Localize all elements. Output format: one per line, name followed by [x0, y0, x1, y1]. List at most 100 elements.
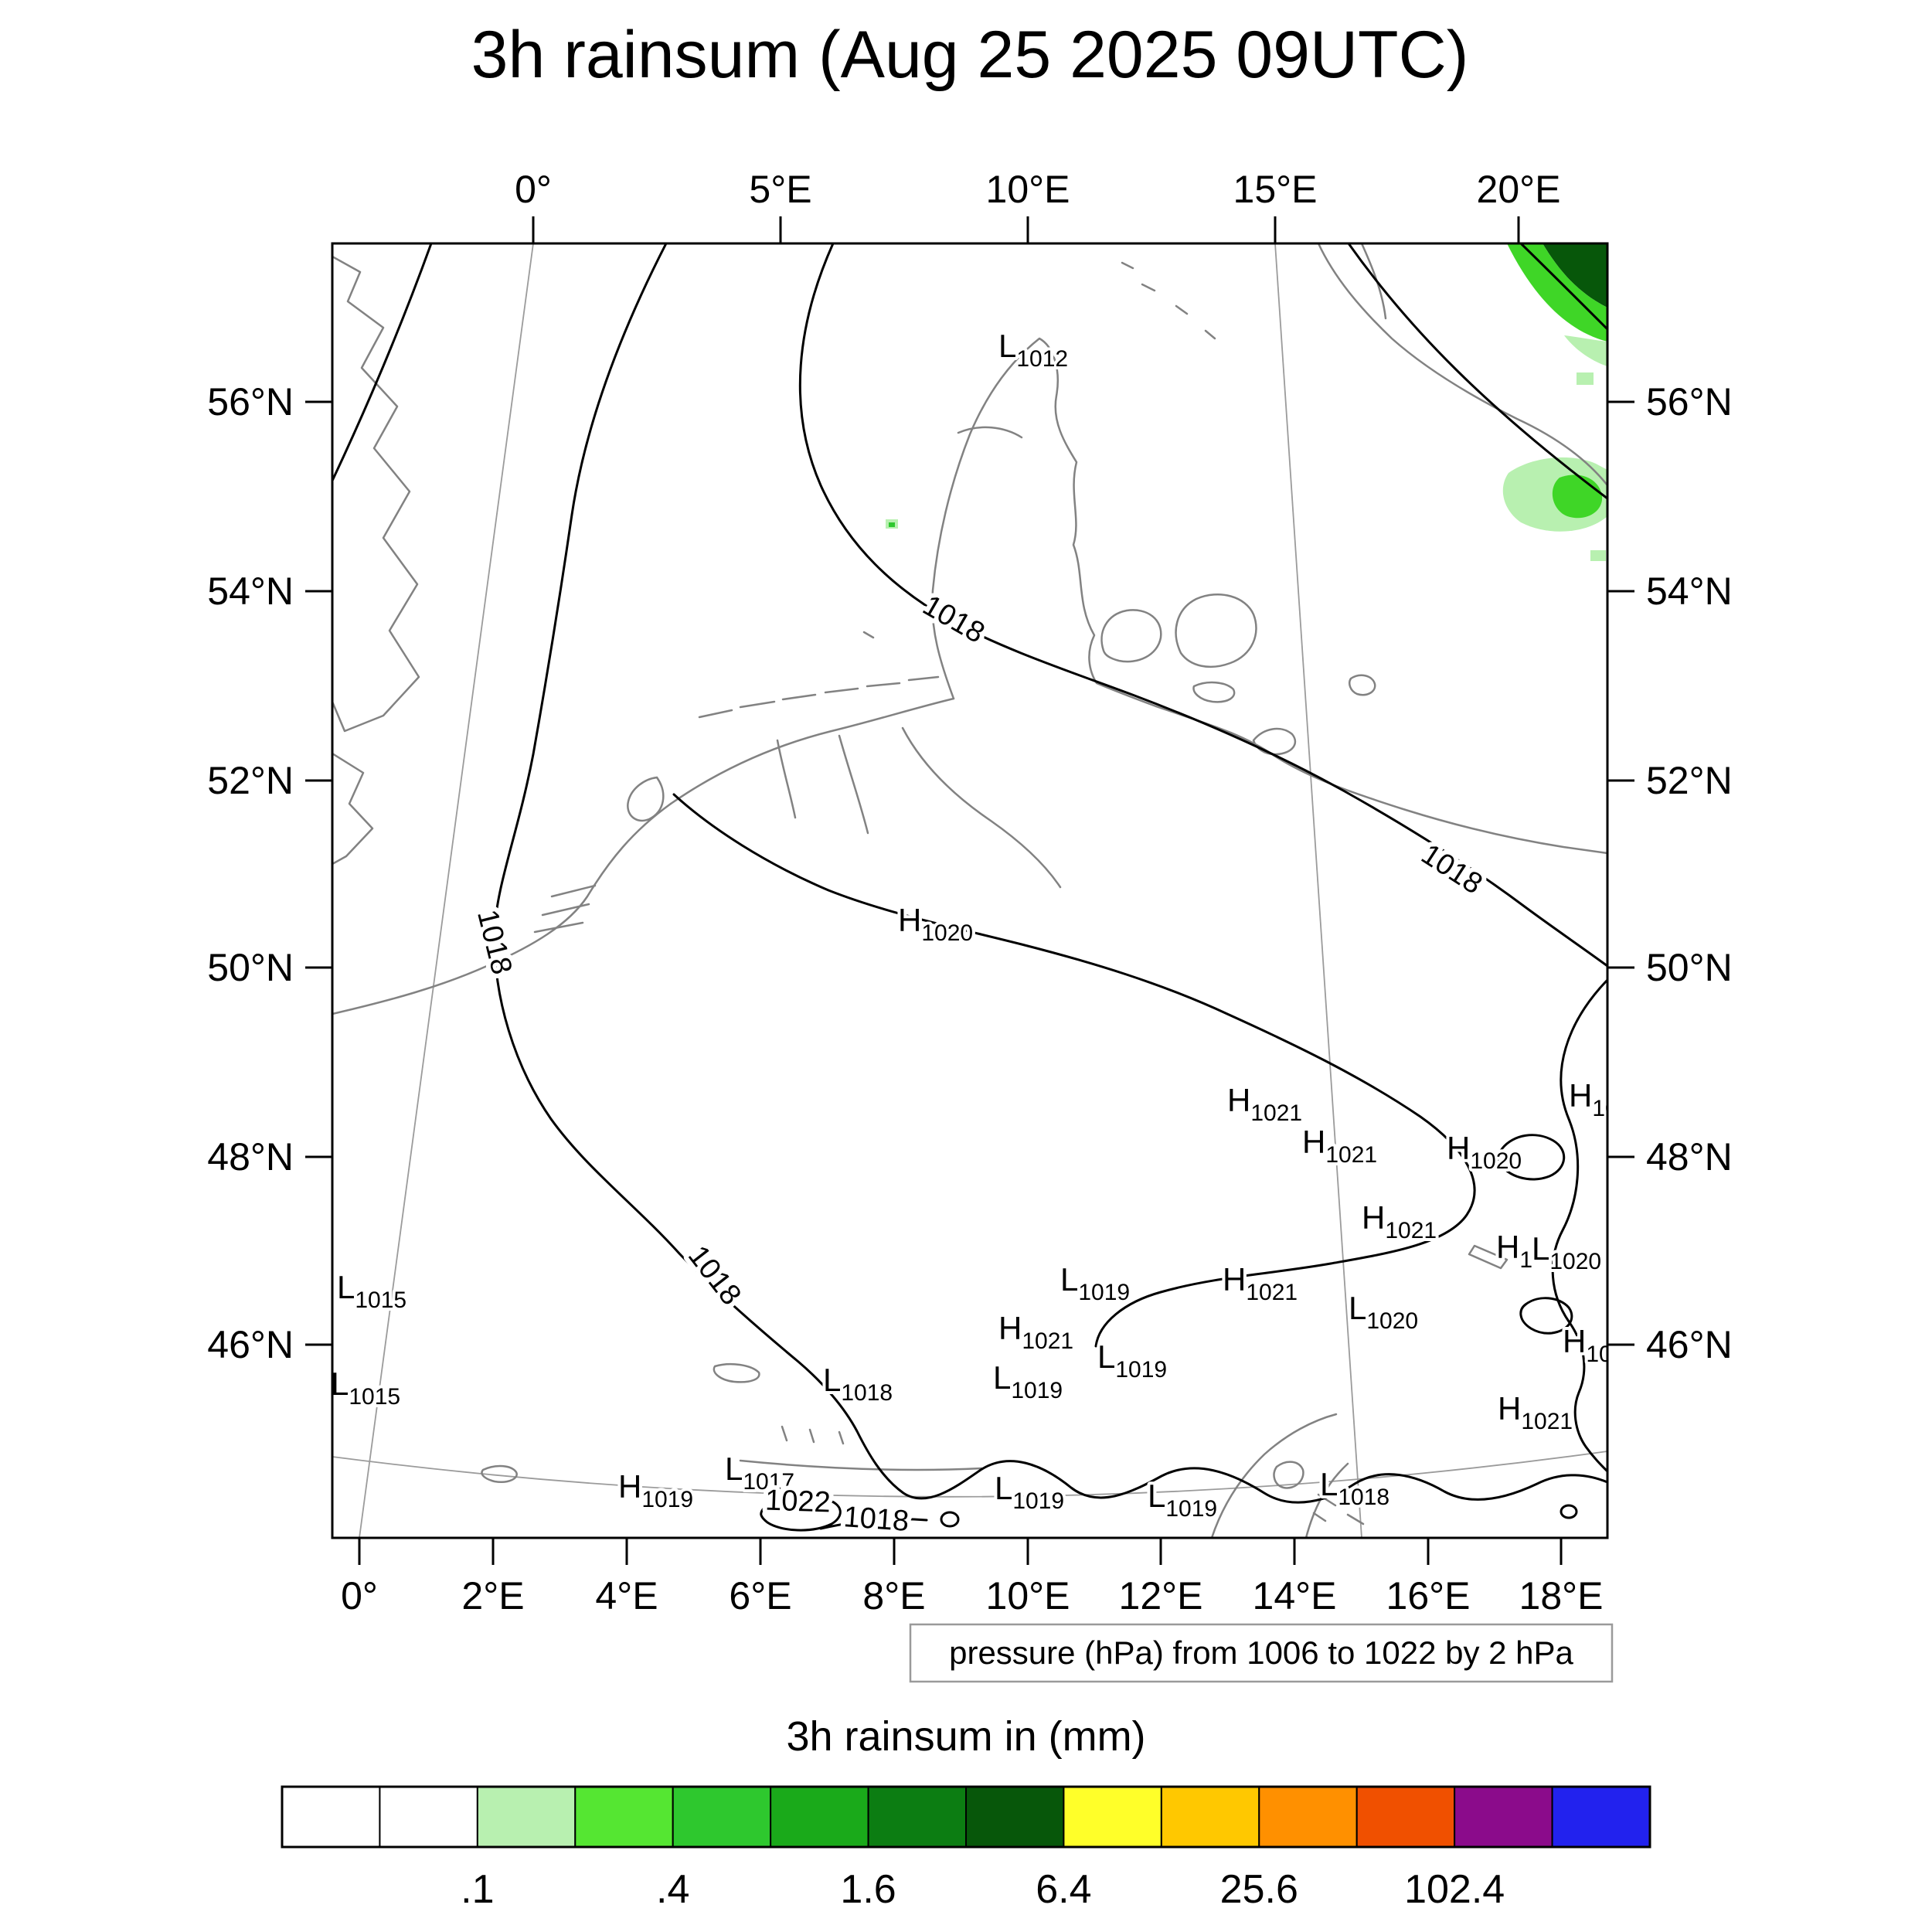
- contour-right-edge: [1551, 978, 1607, 1473]
- bottom-tick-label: 12°E: [1119, 1574, 1203, 1617]
- left-tick-label: 46°N: [207, 1323, 294, 1366]
- colorbar-cell: [1160, 1786, 1260, 1848]
- pressure-center-label: L1019: [1097, 1338, 1167, 1383]
- pressure-center-label: L1019: [1060, 1261, 1130, 1305]
- pressure-center-label: L1019: [993, 1359, 1063, 1403]
- left-tick-label: 54°N: [207, 570, 294, 613]
- graticule-lines: [332, 243, 1607, 1538]
- lake-constance: [713, 1363, 760, 1383]
- bottom-tick-label: 6°E: [729, 1574, 791, 1617]
- pressure-contours: [332, 243, 1607, 1532]
- right-tick-label: 54°N: [1646, 570, 1733, 613]
- pressure-center-label: L1012: [998, 328, 1068, 372]
- contour-1020-meander: [672, 793, 1476, 1348]
- netherlands-coast: [669, 697, 955, 805]
- pressure-center-label: L1015: [337, 1269, 406, 1313]
- pressure-center-label: H1021: [1227, 1082, 1302, 1126]
- contour-top-right-b: [1519, 243, 1607, 331]
- contour-1020-loop-b: [1519, 1297, 1573, 1335]
- rhine-delta: [533, 884, 597, 934]
- colorbar-cell: [867, 1786, 967, 1848]
- sweden-coast: [1317, 243, 1607, 487]
- contour-inline-label: 1018: [842, 1501, 910, 1538]
- bottom-tick-label: 2°E: [461, 1574, 524, 1617]
- pressure-center-label: H1021: [1223, 1261, 1298, 1305]
- pressure-center-label: L1019: [995, 1470, 1064, 1514]
- pressure-center-label: H1021: [1498, 1390, 1573, 1434]
- colorbar-cell: [1454, 1786, 1553, 1848]
- adriatic-west-coast: [1210, 1413, 1338, 1538]
- colorbar-tick-label: 6.4: [1036, 1867, 1091, 1912]
- top-tick-label: 5°E: [749, 168, 811, 211]
- alpine-lakes: [781, 1425, 845, 1445]
- rain-patch-speck: [1590, 550, 1606, 561]
- bottom-tick-label: 4°E: [595, 1574, 658, 1617]
- colorbar-cell: [965, 1786, 1065, 1848]
- colorbar-tick-label: .4: [656, 1867, 689, 1912]
- contour-small-circle-b: [1560, 1504, 1578, 1519]
- contour-inline-label: 1018: [682, 1240, 747, 1311]
- bottom-tick-label: 8°E: [862, 1574, 925, 1617]
- parallel-45N: [332, 1451, 1607, 1498]
- colorbar-cell: [1551, 1786, 1651, 1848]
- pressure-center-label: L1018: [1320, 1466, 1389, 1510]
- caption-border: [909, 1623, 1614, 1683]
- elbe-river: [901, 726, 1062, 889]
- contour-top-right-a: [1347, 243, 1607, 500]
- rain-patch-light: [1564, 335, 1607, 366]
- rain-patch-speck: [1577, 372, 1594, 385]
- channel-coast: [332, 802, 672, 1015]
- right-tick-label: 56°N: [1646, 380, 1733, 423]
- uk-southeast-coast: [332, 752, 374, 866]
- colorbar-cell: [281, 1786, 381, 1848]
- contour-top-left: [332, 243, 433, 482]
- colorbar-cell: [379, 1786, 478, 1848]
- axis-right: 56°N 54°N 52°N 50°N 48°N 46°N: [1607, 380, 1733, 1366]
- contour-inline-label: 1018: [471, 906, 518, 978]
- po-river: [739, 1459, 983, 1471]
- contour-inline-label: 1022: [764, 1485, 831, 1519]
- pressure-center-label: L1015: [331, 1366, 400, 1410]
- bottom-tick-label: 18°E: [1519, 1574, 1604, 1617]
- pressure-center-label: L1020: [1532, 1230, 1601, 1274]
- colorbar-title: 3h rainsum in (mm): [786, 1713, 1145, 1760]
- colorbar-cell: [1063, 1786, 1162, 1848]
- pressure-center-label: L1018: [823, 1362, 893, 1406]
- helgoland: [862, 631, 875, 639]
- coastlines: [332, 243, 1607, 1538]
- limfjord: [957, 426, 1023, 439]
- left-tick-label: 56°N: [207, 380, 294, 423]
- axis-left: 56°N 54°N 52°N 50°N 48°N 46°N: [207, 380, 332, 1366]
- contour-1022-loop: [760, 1495, 842, 1532]
- right-tick-label: 46°N: [1646, 1323, 1733, 1366]
- top-tick-label: 20°E: [1477, 168, 1561, 211]
- caption-text: pressure (hPa) from 1006 to 1022 by 2 hP…: [949, 1634, 1573, 1671]
- pressure-center-label: H1021: [1302, 1124, 1377, 1168]
- bottom-tick-label: 14°E: [1253, 1574, 1337, 1617]
- kattegat-islands: [1121, 261, 1216, 340]
- left-tick-label: 48°N: [207, 1135, 294, 1179]
- zealand-island: [1175, 593, 1257, 668]
- funen-island: [1100, 609, 1162, 663]
- colorbar-tick-label: 1.6: [840, 1867, 896, 1912]
- ruegen-island: [1252, 727, 1297, 756]
- pressure-center-label: L1020: [1349, 1290, 1418, 1334]
- pressure-center-label: H1021: [1362, 1199, 1437, 1243]
- meridian-0E: [359, 243, 534, 1538]
- istria-peninsula: [1273, 1461, 1304, 1489]
- contour-small-circle-a: [940, 1511, 960, 1528]
- pressure-center-label: L1019: [1148, 1478, 1217, 1522]
- colorbar-cell: [770, 1786, 869, 1848]
- pressure-center-label: H1021: [998, 1310, 1073, 1354]
- pressure-center-label: H102: [1563, 1323, 1624, 1367]
- contour-1018-north: [798, 243, 1607, 968]
- bottom-tick-label: 16°E: [1386, 1574, 1471, 1617]
- colorbar: .1 .4 1.6 6.4 25.6 102.4: [281, 1785, 1651, 1912]
- ems-river: [776, 739, 797, 819]
- ijsselmeer: [627, 776, 665, 821]
- meridian-15E: [1274, 243, 1362, 1538]
- right-tick-label: 52°N: [1646, 759, 1733, 802]
- baltic-south-coast: [1155, 705, 1607, 855]
- left-tick-label: 52°N: [207, 759, 294, 802]
